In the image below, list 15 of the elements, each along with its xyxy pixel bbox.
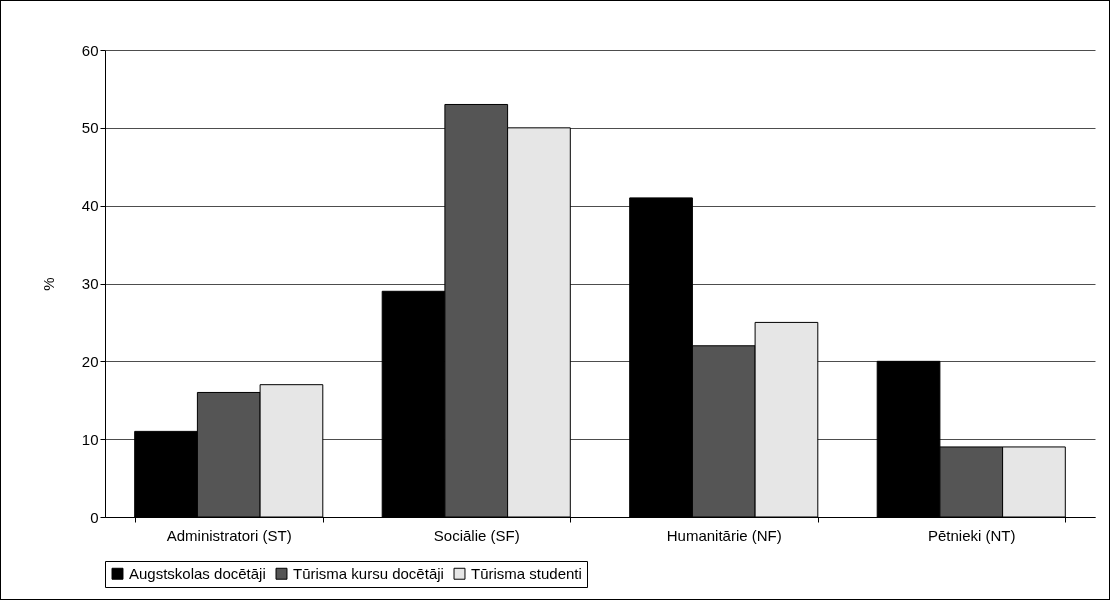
x-tick-label: Pētnieki (NT): [927, 526, 1016, 544]
legend-label: Augstskolas docētāji: [129, 564, 266, 582]
y-tick-label: 60: [81, 41, 99, 59]
x-tick-label: Administratori (ST): [166, 526, 292, 544]
y-tick-label: 10: [81, 430, 99, 448]
legend-label: Tūrisma kursu docētāji: [293, 564, 444, 582]
y-tick-label: 20: [81, 352, 99, 370]
y-tick-label: 40: [81, 197, 99, 215]
x-tick-label: Sociālie (SF): [433, 526, 520, 544]
y-tick-label: 0: [90, 508, 99, 526]
y-axis-title: %: [39, 277, 57, 291]
y-tick-label: 50: [81, 119, 99, 137]
legend-label: Tūrisma studenti: [471, 564, 582, 582]
y-tick-label: 30: [81, 275, 99, 292]
x-tick-label: Humanitārie (NF): [666, 526, 782, 544]
